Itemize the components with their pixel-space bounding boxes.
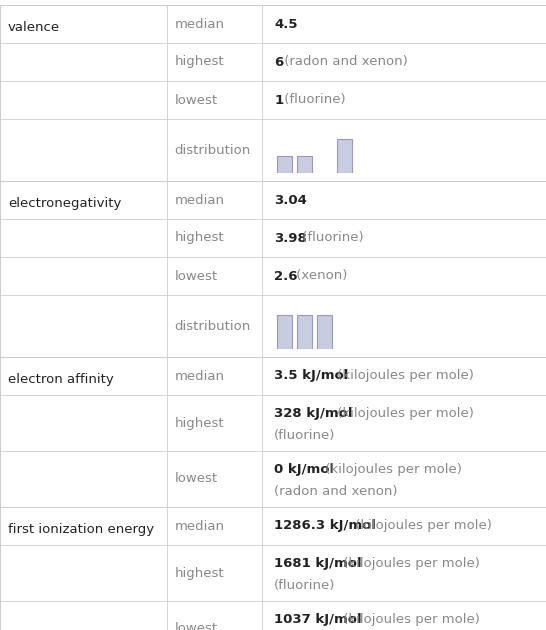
Text: lowest: lowest <box>175 472 218 486</box>
Text: first ionization energy: first ionization energy <box>8 523 154 536</box>
Bar <box>336 139 352 173</box>
Text: median: median <box>175 18 224 30</box>
Text: highest: highest <box>175 55 224 69</box>
Text: 2.6: 2.6 <box>274 270 298 282</box>
Text: 3.5 kJ/mol: 3.5 kJ/mol <box>274 370 348 382</box>
Text: 328 kJ/mol: 328 kJ/mol <box>274 407 353 420</box>
Bar <box>296 156 312 173</box>
Text: 6: 6 <box>274 55 283 69</box>
Bar <box>317 315 331 349</box>
Text: distribution: distribution <box>175 319 251 333</box>
Bar <box>277 156 292 173</box>
Text: 1286.3 kJ/mol: 1286.3 kJ/mol <box>274 520 376 532</box>
Text: lowest: lowest <box>175 270 218 282</box>
Text: median: median <box>175 193 224 207</box>
Text: distribution: distribution <box>175 144 251 156</box>
Text: median: median <box>175 370 224 382</box>
Text: lowest: lowest <box>175 622 218 630</box>
Text: highest: highest <box>175 416 224 430</box>
Text: highest: highest <box>175 231 224 244</box>
Text: 1037 kJ/mol: 1037 kJ/mol <box>274 613 361 626</box>
Text: 3.04: 3.04 <box>274 193 307 207</box>
Text: 3.98: 3.98 <box>274 231 307 244</box>
Text: (fluorine): (fluorine) <box>274 429 335 442</box>
Text: highest: highest <box>175 566 224 580</box>
Text: (fluorine): (fluorine) <box>298 231 363 244</box>
Text: lowest: lowest <box>175 93 218 106</box>
Text: 1681 kJ/mol: 1681 kJ/mol <box>274 557 361 570</box>
Text: (kilojoules per mole): (kilojoules per mole) <box>333 407 474 420</box>
Text: (kilojoules per mole): (kilojoules per mole) <box>351 520 491 532</box>
Text: (kilojoules per mole): (kilojoules per mole) <box>339 557 480 570</box>
Text: (xenon): (xenon) <box>292 270 347 282</box>
Text: electronegativity: electronegativity <box>8 197 121 210</box>
Text: (fluorine): (fluorine) <box>280 93 346 106</box>
Text: 0 kJ/mol: 0 kJ/mol <box>274 463 334 476</box>
Text: 4.5: 4.5 <box>274 18 298 30</box>
Text: 1: 1 <box>274 93 283 106</box>
Text: (kilojoules per mole): (kilojoules per mole) <box>339 613 480 626</box>
Text: electron affinity: electron affinity <box>8 373 114 386</box>
Text: (kilojoules per mole): (kilojoules per mole) <box>333 370 474 382</box>
Bar <box>296 315 312 349</box>
Bar <box>277 315 292 349</box>
Text: (fluorine): (fluorine) <box>274 579 335 592</box>
Text: valence: valence <box>8 21 60 34</box>
Text: (radon and xenon): (radon and xenon) <box>280 55 408 69</box>
Text: (radon and xenon): (radon and xenon) <box>274 485 397 498</box>
Text: (kilojoules per mole): (kilojoules per mole) <box>321 463 462 476</box>
Text: median: median <box>175 520 224 532</box>
